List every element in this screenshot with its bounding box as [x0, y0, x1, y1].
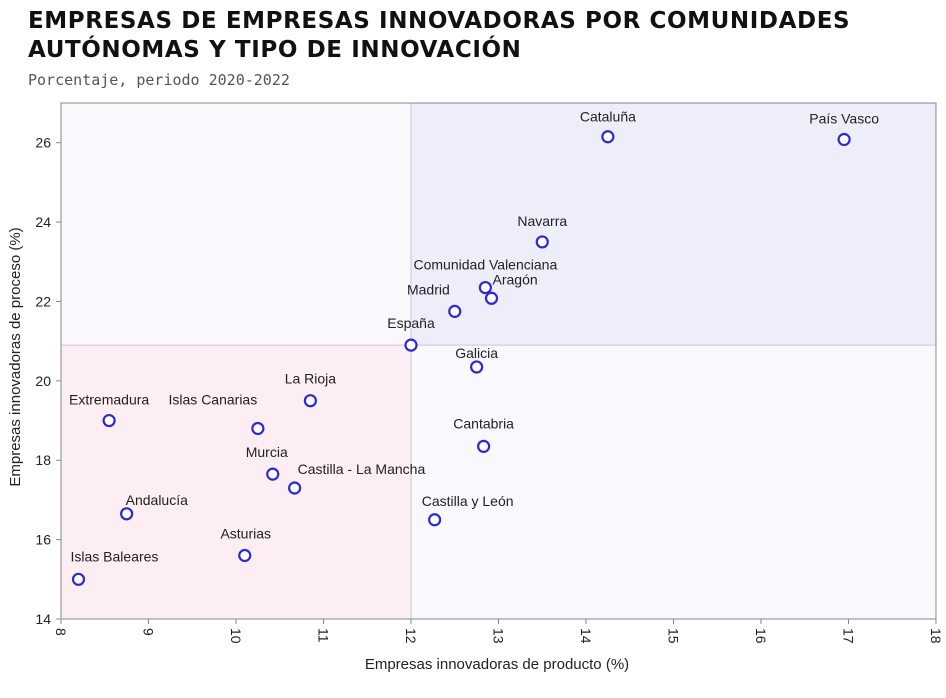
data-point-label: Galicia — [455, 345, 498, 361]
data-point — [477, 439, 491, 453]
x-tick-label: 9 — [141, 628, 157, 636]
data-point-label: Aragón — [493, 271, 538, 287]
data-points: Cataluña País Vasco Navarra Comunidad Valen… — [69, 109, 879, 586]
data-point — [238, 548, 252, 563]
quadrant-low-low — [61, 345, 411, 619]
y-tick-label: 24 — [35, 214, 51, 230]
data-point — [478, 280, 492, 295]
x-tick-label: 13 — [491, 628, 507, 644]
data-point-label: Cantabria — [453, 415, 514, 431]
data-point-label: Islas Canarias — [169, 391, 258, 407]
x-tick-label: 18 — [928, 628, 944, 644]
data-point-label: Madrid — [407, 281, 450, 297]
data-point — [303, 394, 317, 408]
data-point — [535, 235, 549, 249]
y-axis-label: Empresas innovadoras de proceso (%) — [7, 227, 24, 486]
quadrant-high-high — [411, 103, 936, 346]
x-tick-label: 14 — [578, 628, 594, 644]
data-point — [837, 132, 851, 147]
data-point-label: Murcia — [246, 444, 288, 460]
data-point — [448, 304, 462, 318]
chart-title: Empresas de empresas innovadoras por Com… — [28, 8, 851, 63]
data-point — [288, 481, 302, 495]
y-tick-label: 16 — [35, 532, 51, 548]
data-point-label: Islas Baleares — [71, 548, 159, 564]
x-tick-label: 11 — [316, 628, 332, 643]
quadrant-backgrounds — [61, 103, 936, 619]
y-tick-label: 22 — [35, 293, 51, 309]
data-point — [428, 513, 442, 527]
data-point-label: Extremadura — [69, 392, 149, 408]
data-point-label: Asturias — [220, 525, 271, 541]
x-tick-label: 17 — [841, 628, 857, 644]
data-point-label: Comunidad Valenciana — [414, 257, 558, 273]
data-point — [470, 360, 484, 374]
x-tick-label: 15 — [666, 628, 682, 644]
data-point — [404, 338, 418, 352]
data-point — [251, 421, 265, 436]
data-point — [601, 130, 615, 144]
x-axis-label: Empresas innovadoras de producto (%) — [365, 656, 629, 673]
data-point-label: Navarra — [517, 213, 567, 229]
reference-lines — [61, 103, 936, 619]
x-tick-label: 8 — [53, 628, 69, 636]
y-tick-label: 18 — [35, 452, 51, 468]
chart-subtitle: Porcentaje, periodo 2020-2022 — [28, 71, 290, 89]
data-point — [120, 507, 134, 521]
data-point-label: Cataluña — [580, 109, 636, 125]
data-point-label: Castilla - La Mancha — [298, 461, 426, 477]
data-point-label: Castilla y León — [422, 493, 514, 509]
axes: 8 9 10 11 12 13 14 15 16 17 18 14 16 18 20 22 24 26 — [35, 102, 944, 644]
data-point — [102, 413, 116, 428]
x-tick-label: 16 — [753, 628, 769, 644]
data-point-label: La Rioja — [285, 371, 337, 387]
data-point — [71, 572, 86, 586]
data-point-label: Andalucía — [126, 492, 188, 508]
y-tick-label: 26 — [35, 135, 51, 151]
x-tick-label: 10 — [228, 628, 244, 644]
data-point — [266, 467, 280, 481]
y-tick-label: 14 — [35, 611, 51, 627]
y-tick-label: 20 — [35, 373, 51, 389]
data-point — [484, 291, 499, 305]
data-point-label: País Vasco — [809, 111, 879, 127]
x-tick-label: 12 — [403, 628, 419, 644]
data-point-label: España — [387, 315, 435, 331]
